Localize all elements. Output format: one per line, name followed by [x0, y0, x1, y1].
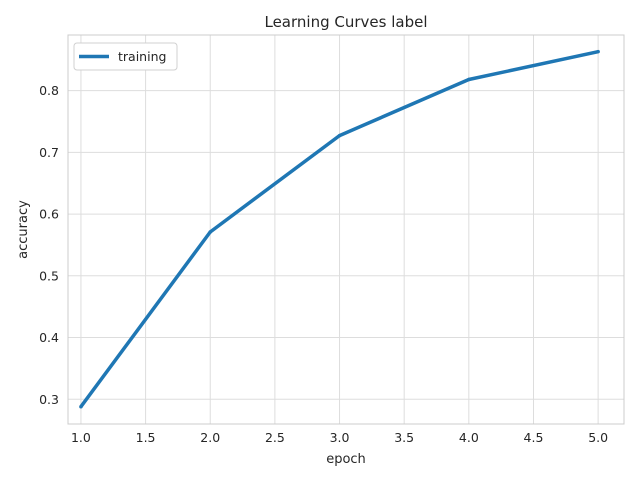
- y-tick-label: 0.3: [39, 392, 59, 407]
- plot-area: [67, 34, 625, 425]
- y-tick-label: 0.7: [39, 145, 59, 160]
- x-tick-label: 1.5: [136, 430, 156, 445]
- x-tick-label: 3.5: [394, 430, 414, 445]
- y-tick-label: 0.4: [39, 330, 59, 345]
- y-tick-label: 0.6: [39, 207, 59, 222]
- y-tick-label: 0.5: [39, 268, 59, 283]
- series-layer: [79, 49, 600, 409]
- data-point: [467, 77, 471, 82]
- x-tick-label: 2.5: [265, 430, 285, 445]
- data-point: [337, 133, 342, 138]
- x-tick-label: 4.0: [459, 430, 479, 445]
- x-axis-ticks: 1.0 1.5 2.0 2.5 3.0 3.5 4.0 4.5 5.0: [71, 430, 608, 445]
- legend-label-training: training: [118, 49, 166, 64]
- y-axis-label: accuracy: [16, 200, 31, 259]
- data-point: [208, 230, 212, 234]
- x-tick-label: 4.5: [524, 430, 544, 445]
- data-point: [79, 404, 83, 409]
- x-axis-label: epoch: [326, 452, 366, 467]
- grid: [68, 35, 624, 424]
- x-tick-label: 3.0: [330, 430, 350, 445]
- legend: training: [73, 42, 178, 71]
- x-tick-label: 5.0: [588, 430, 608, 445]
- legend-box: [73, 42, 178, 71]
- chart-title: Learning Curves label: [264, 13, 427, 31]
- y-tick-label: 0.8: [39, 83, 59, 98]
- y-axis-ticks: 0.3 0.4 0.5 0.6 0.7 0.8: [39, 83, 59, 407]
- x-tick-label: 2.0: [200, 430, 220, 445]
- data-point: [596, 49, 600, 54]
- x-tick-label: 1.0: [71, 430, 91, 445]
